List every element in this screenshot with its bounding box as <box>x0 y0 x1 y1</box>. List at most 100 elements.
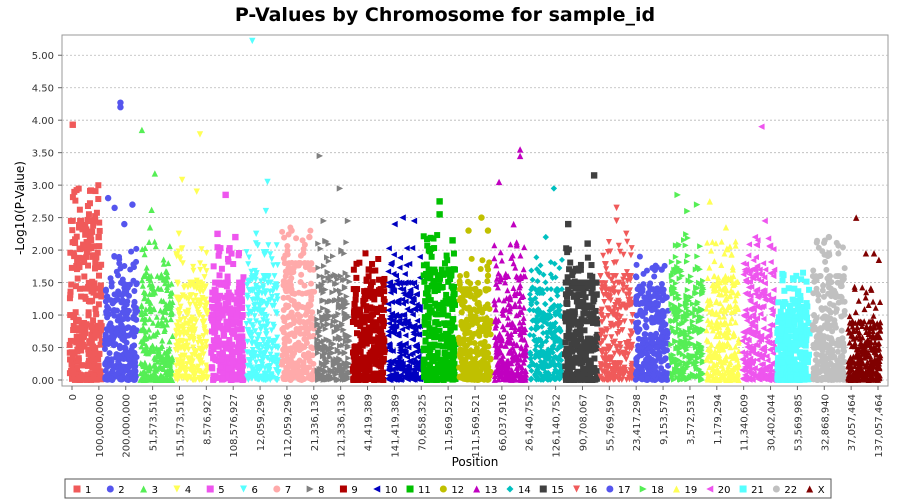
data-point <box>289 310 295 316</box>
data-point <box>443 354 449 360</box>
data-point <box>639 375 645 381</box>
x-tick-label: 21,336,136 <box>310 394 321 451</box>
data-point <box>448 327 454 333</box>
y-tick-label: 5.00 <box>32 51 54 62</box>
data-point <box>73 339 79 345</box>
data-point <box>229 329 235 335</box>
data-point <box>463 286 469 292</box>
data-point <box>234 318 240 324</box>
data-point <box>362 320 368 326</box>
data-point <box>96 264 102 270</box>
peak-point <box>584 240 590 246</box>
data-point <box>445 313 451 319</box>
data-point <box>477 316 483 322</box>
data-point <box>114 296 120 302</box>
data-point <box>572 311 578 317</box>
data-point <box>566 377 572 383</box>
data-point <box>460 339 466 345</box>
data-point <box>239 305 245 311</box>
data-point <box>368 317 374 323</box>
peak-point <box>222 192 228 198</box>
data-point <box>111 307 117 313</box>
data-point <box>291 333 297 339</box>
x-tick-label: 26,140,752 <box>525 394 536 451</box>
data-point <box>109 283 115 289</box>
data-point <box>638 307 644 313</box>
data-point <box>209 312 215 318</box>
data-point <box>214 335 220 341</box>
data-point <box>485 350 491 356</box>
data-point <box>217 364 223 370</box>
data-point <box>464 326 470 332</box>
data-point <box>217 272 223 278</box>
data-point <box>97 228 103 234</box>
data-point <box>580 299 586 305</box>
data-point <box>71 253 77 259</box>
data-point <box>69 227 75 233</box>
data-point <box>289 260 295 266</box>
data-point <box>435 350 441 356</box>
data-point <box>450 355 456 361</box>
data-point <box>585 255 591 261</box>
data-point <box>209 317 215 323</box>
data-point <box>365 290 371 296</box>
data-point <box>103 311 109 317</box>
data-point <box>486 368 492 374</box>
x-tick-label: 23,417,298 <box>632 394 643 451</box>
data-point <box>81 273 87 279</box>
data-point <box>74 234 80 240</box>
peak-point <box>76 224 82 230</box>
data-point <box>456 335 462 341</box>
data-point <box>96 273 102 279</box>
data-point <box>292 291 298 297</box>
data-point <box>479 257 485 263</box>
peak-point <box>214 231 220 237</box>
data-point <box>111 313 117 319</box>
data-point <box>376 291 382 297</box>
data-point <box>221 307 227 313</box>
y-tick-label: 2.50 <box>32 214 54 225</box>
data-point <box>210 355 216 361</box>
data-point <box>422 330 428 336</box>
data-point <box>362 362 368 368</box>
data-point <box>121 309 127 315</box>
x-tick-label: 55,769,597 <box>605 394 616 451</box>
data-point <box>284 357 290 363</box>
data-point <box>77 218 83 224</box>
data-point <box>589 337 595 343</box>
peak-point <box>306 234 312 240</box>
data-point <box>227 294 233 300</box>
data-point <box>487 357 493 363</box>
data-point <box>381 319 387 325</box>
data-point <box>117 368 123 374</box>
data-point <box>69 370 75 376</box>
data-point <box>367 324 373 330</box>
data-point <box>427 272 433 278</box>
data-point <box>469 256 475 262</box>
data-point <box>303 367 309 373</box>
peak-point <box>478 214 484 220</box>
data-point <box>642 331 648 337</box>
peak-point <box>591 172 597 178</box>
data-point <box>434 377 440 383</box>
data-point <box>581 290 587 296</box>
data-point <box>634 312 640 318</box>
data-point <box>568 290 574 296</box>
data-point <box>432 356 438 362</box>
x-tick-label: 100,000,000 <box>95 394 106 458</box>
data-point <box>586 365 592 371</box>
data-point <box>426 347 432 353</box>
data-point <box>125 352 131 358</box>
data-point <box>219 266 225 272</box>
data-point <box>583 354 589 360</box>
data-point <box>351 286 357 292</box>
data-point <box>661 349 667 355</box>
data-point <box>225 299 231 305</box>
data-point <box>655 294 661 300</box>
data-point <box>374 321 380 327</box>
data-point <box>369 352 375 358</box>
data-point <box>300 237 306 243</box>
data-point <box>465 337 471 343</box>
data-point <box>451 266 457 272</box>
